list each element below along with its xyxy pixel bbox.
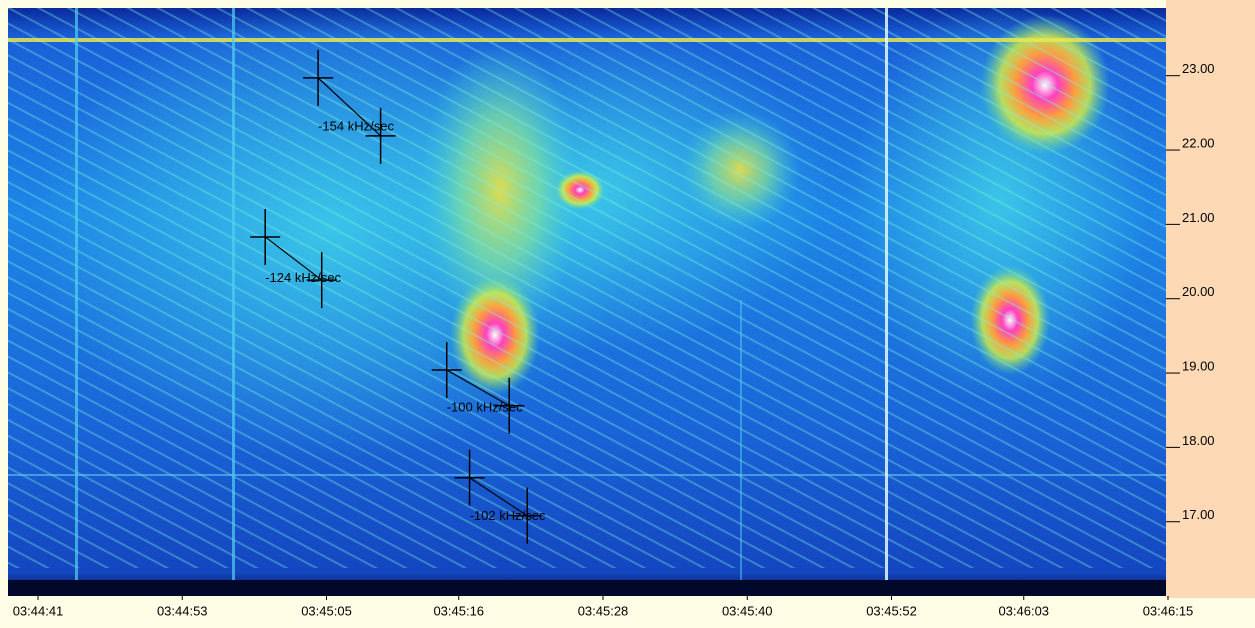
axis-panel — [1166, 0, 1255, 598]
x-tick-label: 03:45:05 — [301, 603, 352, 618]
x-tick-label: 03:45:40 — [722, 603, 773, 618]
spectrogram-streaks — [8, 8, 1166, 568]
y-tick-label: 22.00 — [1182, 135, 1215, 150]
slope-line — [446, 369, 510, 407]
cursor-cross — [365, 107, 396, 164]
cursor-cross — [512, 487, 543, 544]
cursor-cross — [454, 449, 485, 506]
spectrogram-carrier — [8, 474, 1166, 476]
slope-label: -124 kHz/sec — [265, 270, 341, 285]
slope-line — [469, 477, 528, 517]
slope-label: -154 kHz/sec — [318, 118, 394, 133]
x-tick-label: 03:44:53 — [157, 603, 208, 618]
x-tick-label: 03:46:03 — [998, 603, 1049, 618]
spectrogram-floor — [8, 580, 1166, 596]
spectrogram-carrier — [8, 38, 1166, 42]
cursor-cross — [306, 252, 337, 309]
y-tick-label: 21.00 — [1182, 210, 1215, 225]
cursor-cross — [494, 377, 525, 434]
spectrogram-impulse — [75, 8, 78, 596]
y-tick-label: 18.00 — [1182, 433, 1215, 448]
y-tick-label: 23.00 — [1182, 61, 1215, 76]
x-tick-label: 03:45:16 — [433, 603, 484, 618]
slope-label: -102 kHz/sec — [470, 508, 546, 523]
x-tick-label: 03:45:52 — [866, 603, 917, 618]
x-tick-label: 03:44:41 — [13, 603, 64, 618]
cursor-cross — [303, 49, 334, 106]
cursor-cross — [431, 342, 462, 399]
cursor-cross — [250, 208, 281, 265]
spectrogram-impulse — [740, 300, 742, 596]
y-tick-label: 17.00 — [1182, 507, 1215, 522]
slope-label: -100 kHz/sec — [447, 399, 523, 414]
y-tick-label: 19.00 — [1182, 358, 1215, 373]
x-tick-label: 03:46:15 — [1143, 603, 1194, 618]
slope-line — [317, 77, 382, 137]
y-tick-label: 20.00 — [1182, 284, 1215, 299]
spectrogram-impulse — [232, 8, 235, 596]
slope-line — [264, 236, 323, 281]
x-tick-label: 03:45:28 — [578, 603, 629, 618]
spectrogram — [8, 0, 1166, 596]
spectrogram-impulse — [885, 8, 888, 596]
